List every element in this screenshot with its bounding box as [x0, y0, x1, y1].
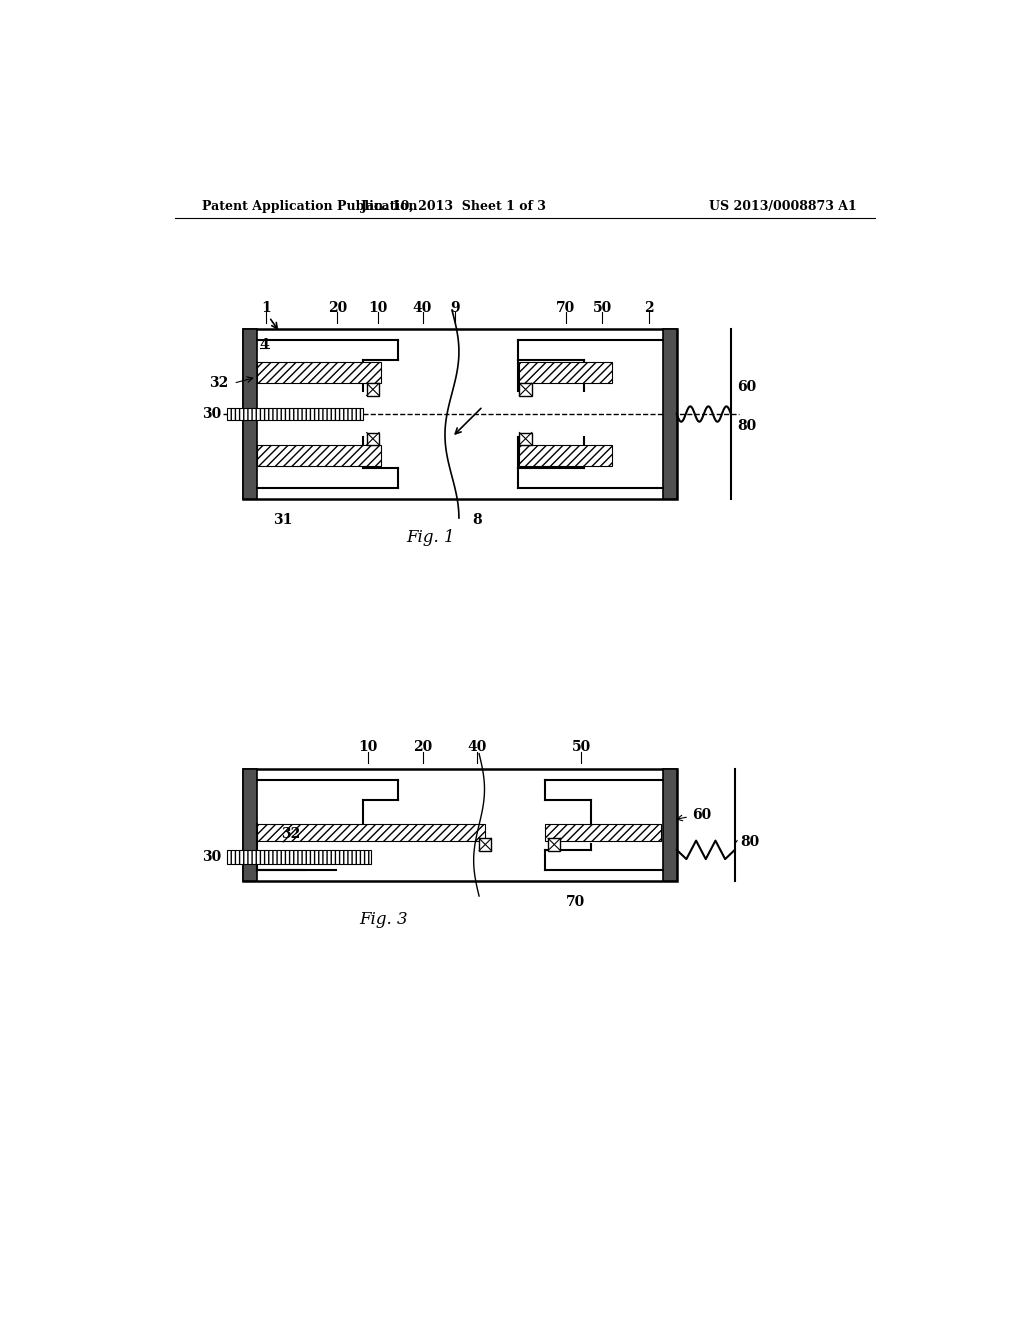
Text: 80: 80	[740, 836, 760, 849]
Bar	[519, 383, 531, 396]
Text: Patent Application Publication: Patent Application Publication	[202, 199, 417, 213]
Text: 32: 32	[210, 376, 228, 391]
Text: Jan. 10, 2013  Sheet 1 of 3: Jan. 10, 2013 Sheet 1 of 3	[360, 199, 547, 213]
Bar	[243, 330, 257, 499]
Text: 31: 31	[273, 513, 293, 527]
Text: 50: 50	[593, 301, 612, 314]
Bar	[243, 770, 677, 880]
Bar	[227, 850, 371, 863]
Bar	[663, 330, 677, 499]
Text: 70: 70	[566, 895, 586, 909]
Text: 70: 70	[556, 301, 575, 314]
Text: 2: 2	[644, 301, 653, 314]
Text: 9: 9	[451, 301, 460, 314]
Text: 40: 40	[413, 301, 432, 314]
Bar	[243, 330, 677, 499]
Text: 10: 10	[358, 741, 378, 755]
Text: 60: 60	[692, 808, 712, 822]
Text: 1: 1	[261, 301, 270, 314]
Text: Fig. 3: Fig. 3	[359, 911, 408, 928]
Bar	[257, 445, 381, 466]
Text: 30: 30	[202, 850, 221, 863]
Text: 50: 50	[571, 741, 591, 755]
Text: 60: 60	[737, 380, 757, 395]
Bar	[257, 825, 485, 841]
Bar	[227, 408, 362, 420]
Text: 20: 20	[413, 741, 432, 755]
Text: 32: 32	[282, 828, 301, 841]
Bar	[519, 362, 612, 383]
Text: Fig. 1: Fig. 1	[406, 529, 455, 545]
Bar	[479, 838, 492, 850]
Text: US 2013/0008873 A1: US 2013/0008873 A1	[710, 199, 857, 213]
Bar	[545, 825, 662, 841]
Text: 10: 10	[368, 301, 387, 314]
Bar	[519, 445, 612, 466]
Bar	[548, 838, 560, 850]
Text: 80: 80	[737, 418, 757, 433]
Bar	[519, 433, 531, 445]
Text: 8: 8	[472, 513, 481, 527]
Text: 4: 4	[260, 338, 269, 351]
Text: 30: 30	[202, 407, 221, 421]
Bar	[243, 770, 257, 880]
Bar	[663, 770, 677, 880]
Bar	[257, 362, 381, 383]
Text: 40: 40	[467, 741, 486, 755]
Bar	[367, 383, 379, 396]
Bar	[367, 433, 379, 445]
Text: 20: 20	[328, 301, 347, 314]
